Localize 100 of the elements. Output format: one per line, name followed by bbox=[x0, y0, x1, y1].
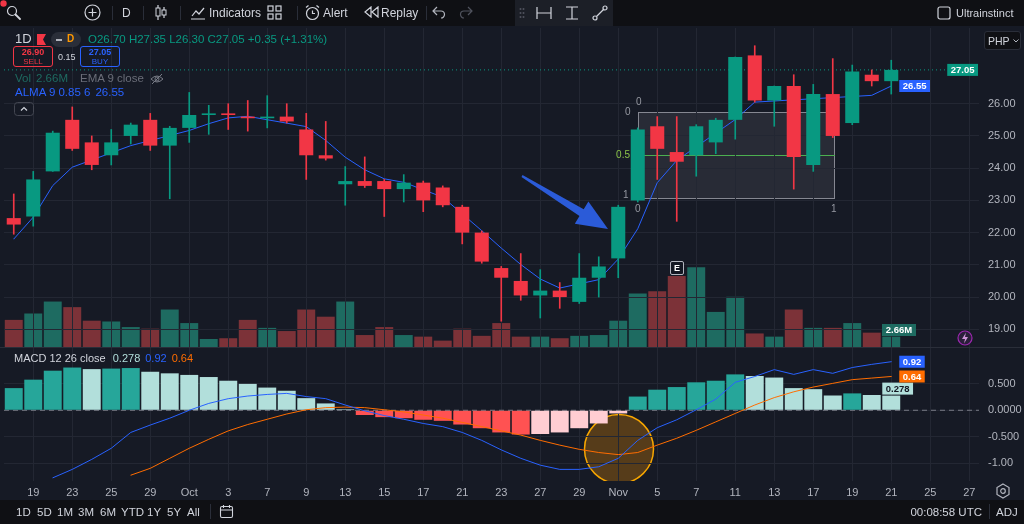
x-tick-label: 3 bbox=[225, 485, 232, 498]
text: 1M bbox=[57, 506, 73, 518]
x-tick-label: 17 bbox=[807, 485, 820, 498]
candlestick bbox=[552, 282, 567, 309]
annotation: BUY bbox=[91, 56, 109, 66]
x-tick-label: 13 bbox=[339, 485, 352, 498]
y-tick-label: 19.00 bbox=[988, 322, 1016, 335]
bar bbox=[316, 316, 335, 347]
x-tick-label: 5 bbox=[654, 485, 661, 498]
annotation: 26.90 bbox=[21, 46, 45, 57]
x-tick-label: Oct bbox=[180, 485, 198, 498]
text: 0.278 bbox=[112, 352, 141, 364]
text: 5D bbox=[37, 506, 52, 518]
annotation: 0 bbox=[636, 96, 642, 107]
bar bbox=[745, 333, 764, 347]
text: D bbox=[122, 6, 131, 20]
text: Indicators bbox=[209, 6, 262, 20]
candlestick bbox=[669, 116, 684, 222]
text: Vol bbox=[15, 72, 31, 85]
bar bbox=[648, 291, 667, 347]
x-tick-label: 9 bbox=[303, 485, 310, 498]
text: Ultrainstinct bbox=[956, 7, 1014, 19]
bar bbox=[843, 393, 862, 410]
chart-title: 1D bbox=[15, 31, 32, 46]
bar bbox=[550, 338, 569, 347]
bar bbox=[511, 410, 530, 435]
x-tick-label: 23 bbox=[495, 485, 508, 498]
data-label: 0.278 bbox=[885, 382, 910, 394]
x-tick-label: 21 bbox=[456, 485, 469, 498]
annotation: 0 bbox=[635, 203, 641, 214]
annotation: 1 bbox=[831, 203, 837, 214]
x-tick-label: 21 bbox=[885, 485, 898, 498]
y-tick-label: 23.00 bbox=[988, 193, 1016, 206]
annotation: 27.05 bbox=[88, 46, 112, 57]
bar bbox=[82, 320, 101, 347]
x-tick-label: 19 bbox=[846, 485, 859, 498]
y-tick-label: 25.00 bbox=[988, 128, 1016, 141]
bar bbox=[82, 369, 101, 410]
x-tick-label: Nov bbox=[608, 485, 629, 498]
text: Alert bbox=[323, 6, 348, 20]
x-tick-label: 15 bbox=[378, 485, 391, 498]
text: Replay bbox=[381, 6, 419, 20]
annotation: E bbox=[673, 263, 680, 273]
y-tick-label: 0.0000 bbox=[988, 403, 1022, 416]
dropdown-button: PHP bbox=[984, 31, 1021, 50]
text: ALMA 9 0.85 6 bbox=[15, 86, 91, 99]
bar bbox=[511, 336, 530, 347]
candlestick bbox=[182, 92, 197, 143]
y-tick-label: -0.500 bbox=[988, 429, 1020, 442]
text: ADJ bbox=[996, 506, 1018, 518]
buy-button: 27.05 BUY bbox=[80, 46, 120, 67]
bar bbox=[63, 307, 82, 347]
x-tick-label: 7 bbox=[264, 485, 271, 498]
bar bbox=[43, 301, 62, 347]
text: 26.55 bbox=[95, 86, 125, 98]
text: All bbox=[187, 506, 200, 518]
bar bbox=[102, 368, 121, 410]
chart-title: MACD 12 26 close bbox=[14, 352, 106, 364]
annotation: 0.15 bbox=[58, 52, 76, 62]
text: 1Y bbox=[147, 506, 162, 518]
candlestick bbox=[338, 166, 353, 206]
y-tick-label: 0.500 bbox=[988, 376, 1016, 389]
x-tick-label: 25 bbox=[105, 485, 118, 498]
bar bbox=[628, 293, 647, 347]
bar bbox=[667, 276, 686, 347]
bar bbox=[570, 335, 589, 347]
bar bbox=[843, 323, 862, 347]
text: 0.92 bbox=[145, 352, 167, 364]
sell-button: 26.90 SELL bbox=[13, 46, 53, 67]
text: 3M bbox=[78, 506, 94, 518]
candlestick bbox=[318, 121, 333, 161]
x-tick-label: 7 bbox=[693, 485, 700, 498]
candlestick bbox=[221, 103, 236, 130]
text: YTD bbox=[121, 506, 144, 518]
bar bbox=[121, 368, 140, 410]
bar bbox=[141, 371, 160, 410]
x-tick-label: 27 bbox=[534, 485, 547, 498]
candlestick bbox=[6, 193, 21, 235]
x-tick-label: 17 bbox=[417, 485, 430, 498]
x-tick-label: 27 bbox=[963, 485, 976, 498]
x-tick-label: 29 bbox=[144, 485, 157, 498]
text: 00:08:58 UTC bbox=[910, 506, 982, 518]
annotation: D bbox=[67, 33, 75, 44]
y-tick-label: -1.00 bbox=[988, 456, 1014, 469]
e-badge: E bbox=[670, 261, 684, 275]
text: 5Y bbox=[167, 506, 182, 518]
bar bbox=[823, 327, 842, 347]
bar bbox=[199, 339, 218, 347]
y-tick-label: 22.00 bbox=[988, 225, 1016, 238]
bar bbox=[823, 395, 842, 410]
x-tick-label: 13 bbox=[768, 485, 781, 498]
annotation: O26.70 H27.35 L26.30 C27.05 +0.35 (+1.31%) bbox=[88, 33, 328, 45]
annotation: 1 bbox=[623, 189, 629, 200]
x-tick-label: 11 bbox=[729, 485, 741, 498]
bar bbox=[238, 319, 257, 347]
annotation: SELL bbox=[23, 56, 43, 66]
bar bbox=[784, 309, 803, 347]
text: 0.64 bbox=[171, 352, 194, 364]
x-tick-label: 29 bbox=[573, 485, 586, 498]
bar bbox=[765, 336, 784, 347]
